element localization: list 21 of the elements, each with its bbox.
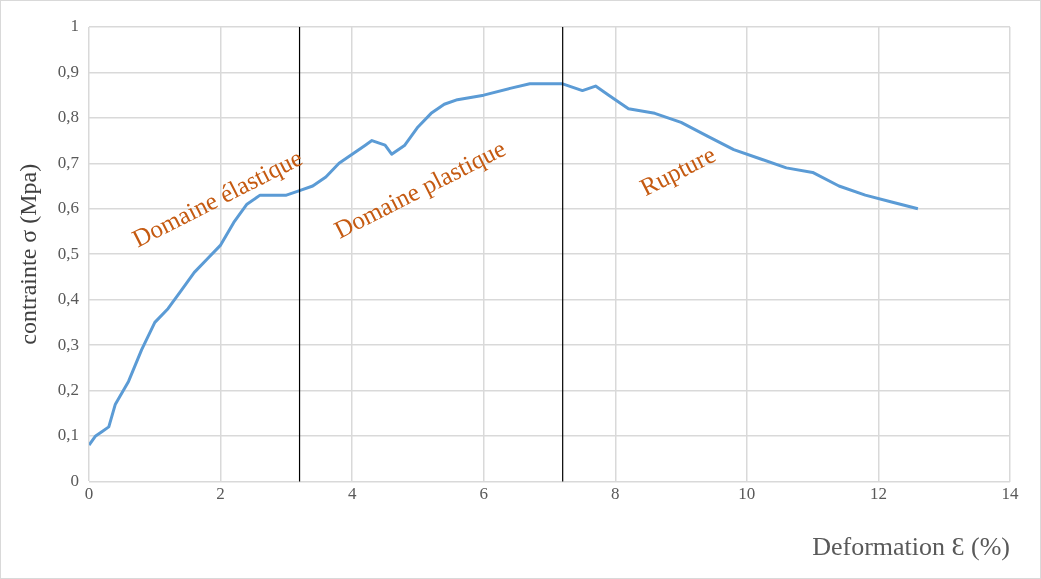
x-tick-label: 6 bbox=[479, 484, 488, 504]
y-tick-label: 0,8 bbox=[57, 107, 80, 127]
y-tick-label: 0,1 bbox=[57, 425, 80, 445]
y-tick-label: 0,2 bbox=[57, 379, 80, 399]
y-tick-label: 0,3 bbox=[57, 334, 80, 354]
y-tick-label: 0 bbox=[70, 470, 80, 490]
x-tick-label: 8 bbox=[611, 484, 620, 504]
x-tick-label: 4 bbox=[347, 484, 357, 504]
x-tick-label: 10 bbox=[738, 484, 756, 504]
y-tick-label: 1 bbox=[70, 16, 80, 36]
x-axis-title: Deformation Ɛ (%) bbox=[812, 532, 1010, 562]
x-tick-label: 0 bbox=[84, 484, 94, 504]
y-tick-label: 0,7 bbox=[57, 152, 80, 172]
x-tick-label: 2 bbox=[216, 484, 225, 504]
y-tick-label: 0,9 bbox=[57, 61, 80, 81]
x-tick-label: 14 bbox=[1001, 484, 1019, 504]
y-tick-label: 0,6 bbox=[57, 198, 80, 218]
y-tick-label: 0,4 bbox=[57, 289, 80, 309]
y-tick-label: 0,5 bbox=[57, 243, 80, 263]
y-axis-title: contrainte σ (Mpa) bbox=[14, 163, 41, 345]
x-tick-label: 12 bbox=[869, 484, 887, 504]
